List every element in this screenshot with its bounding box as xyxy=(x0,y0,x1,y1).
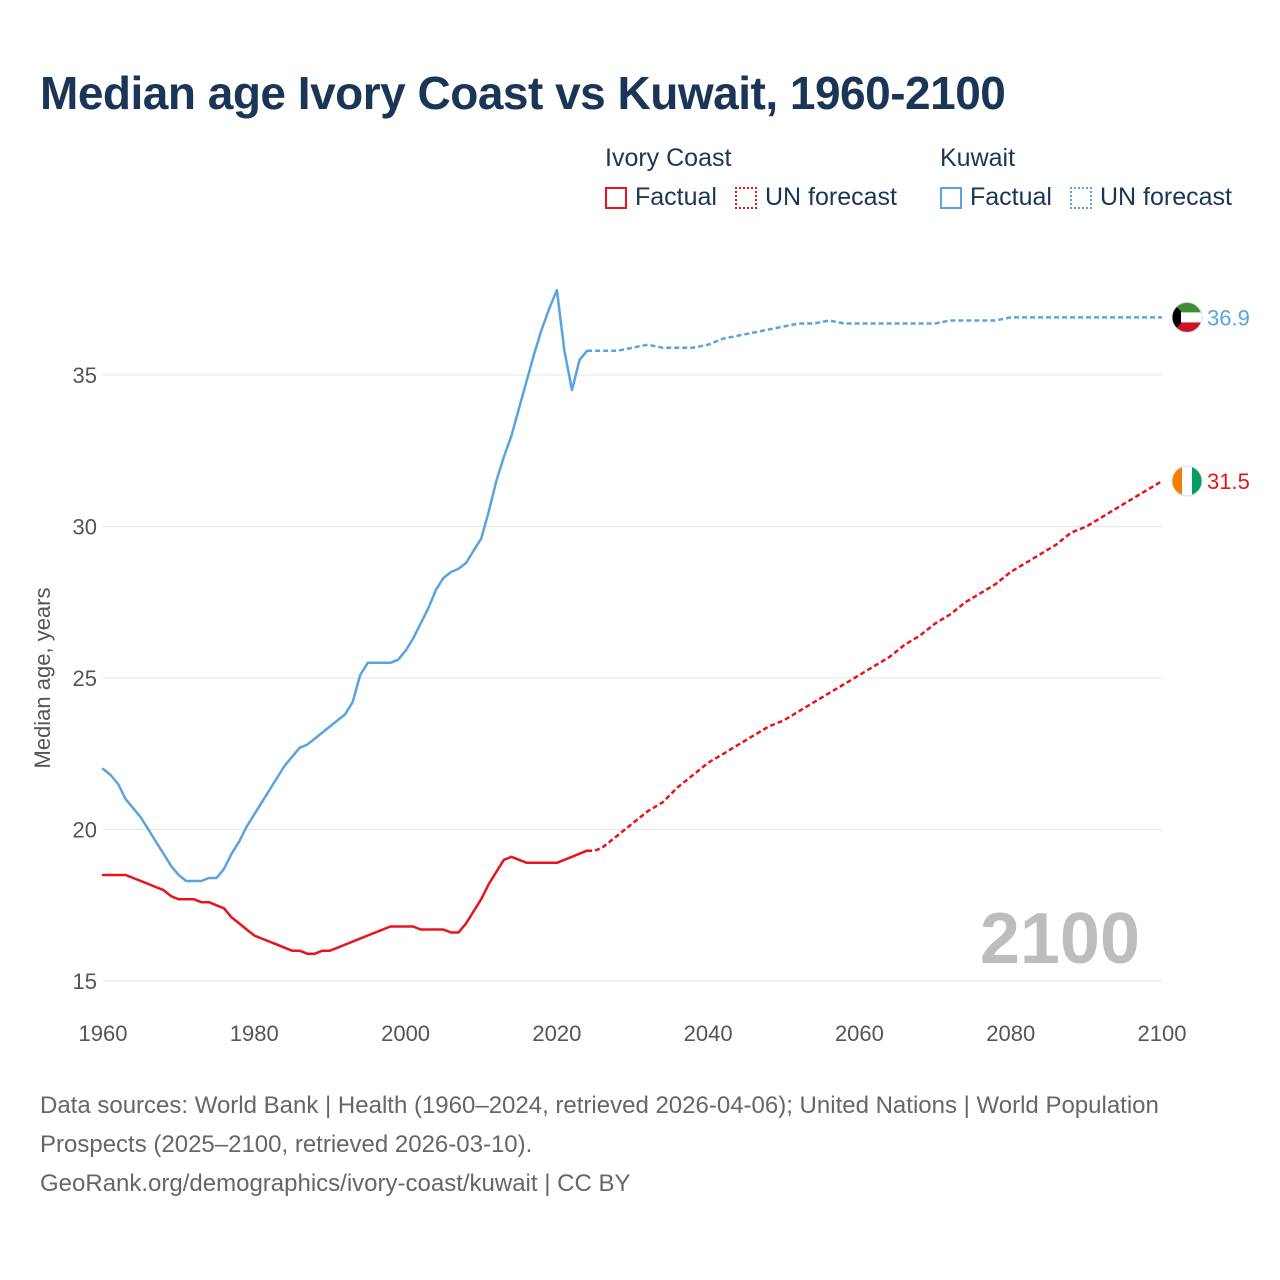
legend-group-name-kuwait: Kuwait xyxy=(940,144,1016,172)
legend-kuwait-forecast[interactable]: UN forecast xyxy=(1069,183,1232,212)
ivory-coast-flag-icon xyxy=(1171,465,1203,497)
legend-label-ivory-coast-forecast: UN forecast xyxy=(764,183,897,211)
legend-label-ivory-coast-factual: Factual xyxy=(635,183,717,211)
x-tick-label-2000: 2000 xyxy=(381,1021,430,1046)
legend-kuwait[interactable]: Kuwait Factual UN forecast xyxy=(940,144,1232,212)
y-axis-title: Median age, years xyxy=(30,588,55,769)
x-tick-label-2020: 2020 xyxy=(532,1021,581,1046)
x-tick-label-1960: 1960 xyxy=(79,1021,128,1046)
y-tick-label-20: 20 xyxy=(73,818,97,843)
legend-kuwait-factual[interactable]: Factual xyxy=(940,183,1052,212)
y-tick-label-15: 15 xyxy=(73,969,97,994)
series-line-ivory-coast-factual[interactable] xyxy=(101,849,589,955)
footer-credit[interactable]: GeoRank.org/demographics/ivory-coast/kuw… xyxy=(40,1170,631,1197)
legend-ivory-coast[interactable]: Ivory Coast Factual UN forecast xyxy=(605,144,915,212)
legend-group-name-ivory-coast: Ivory Coast xyxy=(605,144,732,172)
end-value-label-ivory-coast: 31.5 xyxy=(1207,469,1250,494)
x-tick-label-2100: 2100 xyxy=(1138,1021,1187,1046)
series-line-ivory-coast-forecast[interactable] xyxy=(587,480,1163,852)
kuwait-flag-icon xyxy=(1171,301,1203,333)
footer-sources: Data sources: World Bank | Health (1960–… xyxy=(40,1092,1159,1158)
y-tick-label-25: 25 xyxy=(73,666,97,691)
footer: Data sources: World Bank | Health (1960–… xyxy=(40,1086,1220,1203)
legend-label-kuwait-forecast: UN forecast xyxy=(1099,183,1232,211)
end-value-label-kuwait: 36.9 xyxy=(1207,305,1250,330)
legend-swatch-ivory-coast-forecast xyxy=(734,186,757,209)
series-line-kuwait-forecast[interactable] xyxy=(587,316,1162,353)
legend-swatch-kuwait-forecast xyxy=(1069,186,1092,209)
y-tick-label-35: 35 xyxy=(73,363,97,388)
x-tick-label-2060: 2060 xyxy=(835,1021,884,1046)
legend-ivory-coast-forecast[interactable]: UN forecast xyxy=(734,183,897,212)
legend-ivory-coast-factual[interactable]: Factual xyxy=(605,183,717,212)
current-year-label: 2100 xyxy=(980,899,1140,979)
legend-swatch-ivory-coast-factual xyxy=(605,186,627,209)
legend-swatch-kuwait-factual xyxy=(940,186,962,209)
series-line-kuwait-factual[interactable] xyxy=(101,288,589,883)
chart-title: Median age Ivory Coast vs Kuwait, 1960-2… xyxy=(40,67,1006,119)
x-tick-label-2040: 2040 xyxy=(684,1021,733,1046)
legend-label-kuwait-factual: Factual xyxy=(970,183,1052,211)
x-tick-label-1980: 1980 xyxy=(230,1021,279,1046)
y-tick-label-30: 30 xyxy=(73,515,97,540)
x-tick-label-2080: 2080 xyxy=(986,1021,1035,1046)
